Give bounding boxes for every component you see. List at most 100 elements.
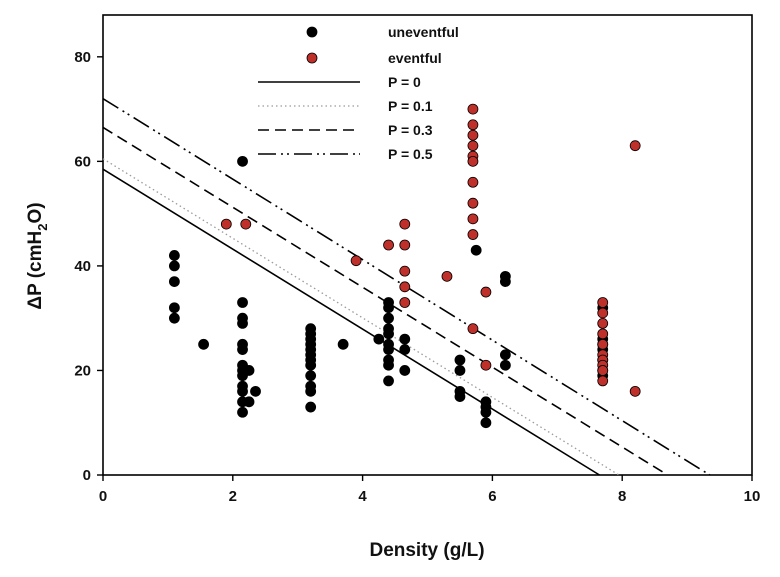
y-tick-label: 0 bbox=[83, 467, 91, 484]
eventful-point bbox=[467, 103, 479, 115]
y-tick-label: 40 bbox=[74, 258, 91, 275]
eventful-point bbox=[399, 297, 411, 308]
uneventful-point bbox=[243, 396, 255, 408]
eventful-point bbox=[383, 239, 394, 251]
x-axis-title: Density (g/L) bbox=[369, 540, 484, 561]
uneventful-point bbox=[198, 338, 209, 350]
uneventful-point bbox=[305, 385, 317, 397]
eventful-point bbox=[467, 140, 479, 152]
eventful-point bbox=[467, 197, 479, 209]
eventful-point bbox=[597, 318, 609, 329]
uneventful-point bbox=[250, 385, 261, 397]
eventful-point bbox=[441, 270, 453, 282]
axis-tick-labels: 0 2 4 6 8 10 0 20 40 60 80 bbox=[74, 49, 760, 505]
uneventful-point bbox=[383, 344, 394, 355]
legend: uneventful eventful P = 0 P = 0.1 P = 0.3 P =… bbox=[258, 24, 459, 162]
x-tick-label: 6 bbox=[488, 488, 496, 505]
eventful-point bbox=[480, 359, 492, 371]
uneventful-point bbox=[383, 328, 394, 340]
uneventful-point bbox=[454, 354, 466, 366]
uneventful-point bbox=[337, 338, 349, 350]
eventful-point bbox=[240, 218, 252, 230]
uneventful-point bbox=[383, 359, 394, 371]
legend-label: P = 0 bbox=[388, 74, 421, 90]
uneventful-point bbox=[383, 312, 394, 324]
uneventful-point bbox=[454, 365, 466, 376]
axis-ticks bbox=[97, 56, 753, 481]
eventful-point bbox=[597, 307, 609, 319]
eventful-point bbox=[467, 119, 479, 131]
uneventful-point bbox=[168, 260, 180, 272]
x-tick-label: 4 bbox=[358, 488, 367, 505]
eventful-point bbox=[350, 255, 362, 267]
uneventful-point bbox=[383, 375, 394, 387]
uneventful-point bbox=[237, 155, 248, 167]
uneventful-point bbox=[383, 302, 394, 314]
x-tick-label: 8 bbox=[618, 488, 626, 505]
eventful-point bbox=[399, 239, 411, 251]
uneventful-point bbox=[499, 349, 511, 361]
legend-label: P = 0.1 bbox=[388, 98, 433, 114]
y-axis-title-main: ΔP (cmH bbox=[25, 231, 46, 310]
plot-frame bbox=[102, 14, 753, 476]
legend-label: uneventful bbox=[388, 24, 459, 40]
eventful-point bbox=[597, 375, 609, 387]
legend-label: eventful bbox=[388, 50, 442, 66]
eventful-point bbox=[467, 323, 479, 335]
uneventful-point bbox=[454, 391, 466, 402]
x-tick-label: 0 bbox=[99, 488, 107, 505]
uneventful-point bbox=[305, 359, 317, 371]
uneventful-point bbox=[168, 312, 180, 324]
uneventful-point bbox=[499, 276, 511, 287]
eventful-point bbox=[399, 218, 411, 230]
uneventful-point bbox=[373, 333, 385, 345]
eventful-point bbox=[467, 229, 479, 240]
eventful-point bbox=[629, 140, 641, 152]
y-tick-label: 20 bbox=[74, 362, 91, 379]
x-tick-label: 10 bbox=[744, 488, 761, 505]
uneventful-point bbox=[470, 244, 482, 256]
legend-label: P = 0.5 bbox=[388, 146, 433, 162]
uneventful-point bbox=[399, 333, 411, 345]
legend-marker bbox=[306, 52, 318, 64]
uneventful-point bbox=[399, 365, 411, 376]
uneventful-point bbox=[237, 385, 248, 397]
uneventful-point bbox=[499, 359, 511, 371]
uneventful-point bbox=[480, 417, 492, 429]
eventful-point bbox=[597, 338, 609, 350]
uneventful-point bbox=[168, 302, 180, 314]
eventful-point bbox=[220, 218, 232, 230]
eventful-point bbox=[597, 297, 609, 308]
eventful-point bbox=[629, 385, 641, 397]
legend-marker bbox=[306, 26, 318, 38]
uneventful-point bbox=[305, 401, 317, 413]
data-points bbox=[168, 103, 641, 429]
x-tick-label: 2 bbox=[229, 488, 237, 505]
uneventful-point bbox=[237, 344, 248, 355]
uneventful-point bbox=[399, 344, 411, 355]
y-axis-title-subscript: 2 bbox=[35, 224, 50, 231]
series-line bbox=[102, 168, 600, 476]
series-line bbox=[102, 97, 711, 476]
uneventful-point bbox=[480, 406, 492, 418]
eventful-point bbox=[467, 176, 479, 188]
uneventful-point bbox=[237, 297, 248, 308]
eventful-point bbox=[597, 328, 609, 340]
y-tick-label: 60 bbox=[74, 153, 91, 170]
eventful-point bbox=[467, 213, 479, 225]
series-line bbox=[102, 158, 620, 476]
legend-label: P = 0.3 bbox=[388, 122, 433, 138]
uneventful-point bbox=[243, 365, 255, 376]
eventful-point bbox=[467, 129, 479, 141]
y-axis-title-tail: O) bbox=[25, 202, 46, 223]
y-tick-label: 80 bbox=[74, 49, 91, 66]
eventful-point bbox=[597, 365, 609, 376]
uneventful-point bbox=[237, 406, 248, 418]
eventful-point bbox=[399, 265, 411, 277]
eventful-point bbox=[467, 155, 479, 167]
uneventful-point bbox=[305, 370, 317, 382]
eventful-point bbox=[399, 281, 411, 293]
uneventful-point bbox=[237, 318, 248, 329]
uneventful-point bbox=[168, 250, 180, 261]
